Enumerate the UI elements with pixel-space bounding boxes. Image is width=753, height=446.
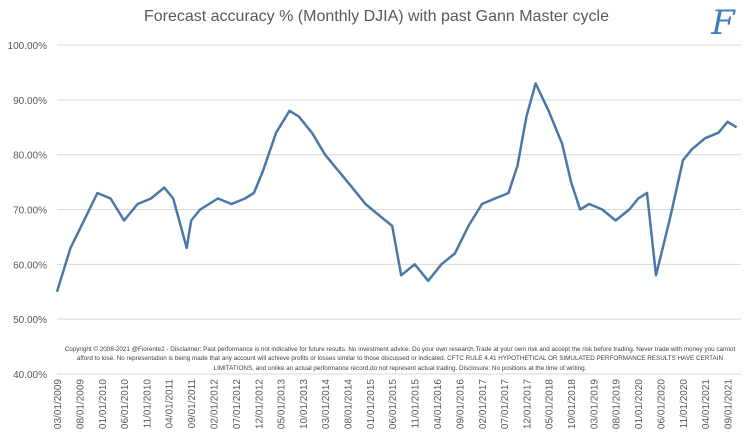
y-axis-ticks: 40.00% 50.00% 60.00% 70.00% 80.00% 90.00% 100.… [8, 41, 48, 381]
gridlines [57, 44, 741, 375]
x-tick-label: 01/01/2010 [98, 379, 109, 429]
series-line [55, 82, 738, 293]
y-tick-label: 50.00% [13, 315, 47, 326]
y-tick-label: 90.00% [13, 96, 47, 107]
x-tick-label: 12/01/2012 [254, 379, 265, 429]
x-tick-label: 12/01/2017 [522, 379, 533, 429]
x-tick-label: 09/01/2011 [187, 379, 198, 429]
x-tick-label: 02/01/2017 [478, 379, 489, 429]
x-tick-label: 08/01/2019 [612, 379, 623, 429]
x-tick-label: 10/01/2013 [299, 379, 310, 429]
x-tick-label: 11/01/2020 [679, 379, 690, 429]
x-tick-label: 07/01/2012 [232, 379, 243, 429]
x-tick-label: 10/01/2018 [567, 379, 578, 429]
x-tick-label: 06/01/2020 [657, 379, 668, 429]
y-tick-label: 80.00% [13, 151, 47, 162]
x-tick-label: 04/01/2011 [165, 379, 176, 429]
x-tick-label: 07/01/2017 [500, 379, 511, 429]
x-tick-label: 06/01/2015 [388, 379, 399, 429]
x-axis-ticks: 03/01/2009 08/01/2009 01/01/2010 06/01/2010… [53, 379, 735, 429]
logo-icon: F [711, 3, 735, 43]
x-tick-label: 11/01/2015 [411, 379, 422, 429]
x-tick-label: 06/01/2010 [120, 379, 131, 429]
x-tick-label: 03/01/2014 [321, 379, 332, 429]
x-tick-label: 01/01/2020 [634, 379, 645, 429]
y-tick-label: 40.00% [13, 370, 47, 381]
y-tick-label: 100.00% [8, 41, 48, 52]
y-tick-label: 70.00% [13, 206, 47, 217]
x-tick-label: 09/01/2021 [724, 379, 735, 429]
x-tick-label: 08/01/2014 [344, 379, 355, 429]
x-tick-label: 09/01/2016 [455, 379, 466, 429]
disclaimer-text: Copyright © 2008-2021 @Fiorente2 - Discl… [64, 346, 736, 372]
x-tick-label: 08/01/2009 [75, 379, 86, 429]
x-tick-label: 01/01/2015 [366, 379, 377, 429]
x-tick-label: 03/01/2009 [53, 379, 64, 429]
x-tick-label: 05/01/2018 [545, 379, 556, 429]
x-tick-label: 03/01/2019 [589, 379, 600, 429]
x-tick-label: 04/01/2021 [701, 379, 712, 429]
y-tick-label: 60.00% [13, 260, 47, 271]
x-tick-label: 02/01/2012 [210, 379, 221, 429]
x-tick-label: 04/01/2016 [433, 379, 444, 429]
x-tick-label: 05/01/2013 [276, 379, 287, 429]
chart-title: Forecast accuracy % (Monthly DJIA) with … [143, 8, 610, 25]
x-tick-label: 11/01/2010 [143, 379, 154, 429]
series-layer [55, 82, 738, 293]
